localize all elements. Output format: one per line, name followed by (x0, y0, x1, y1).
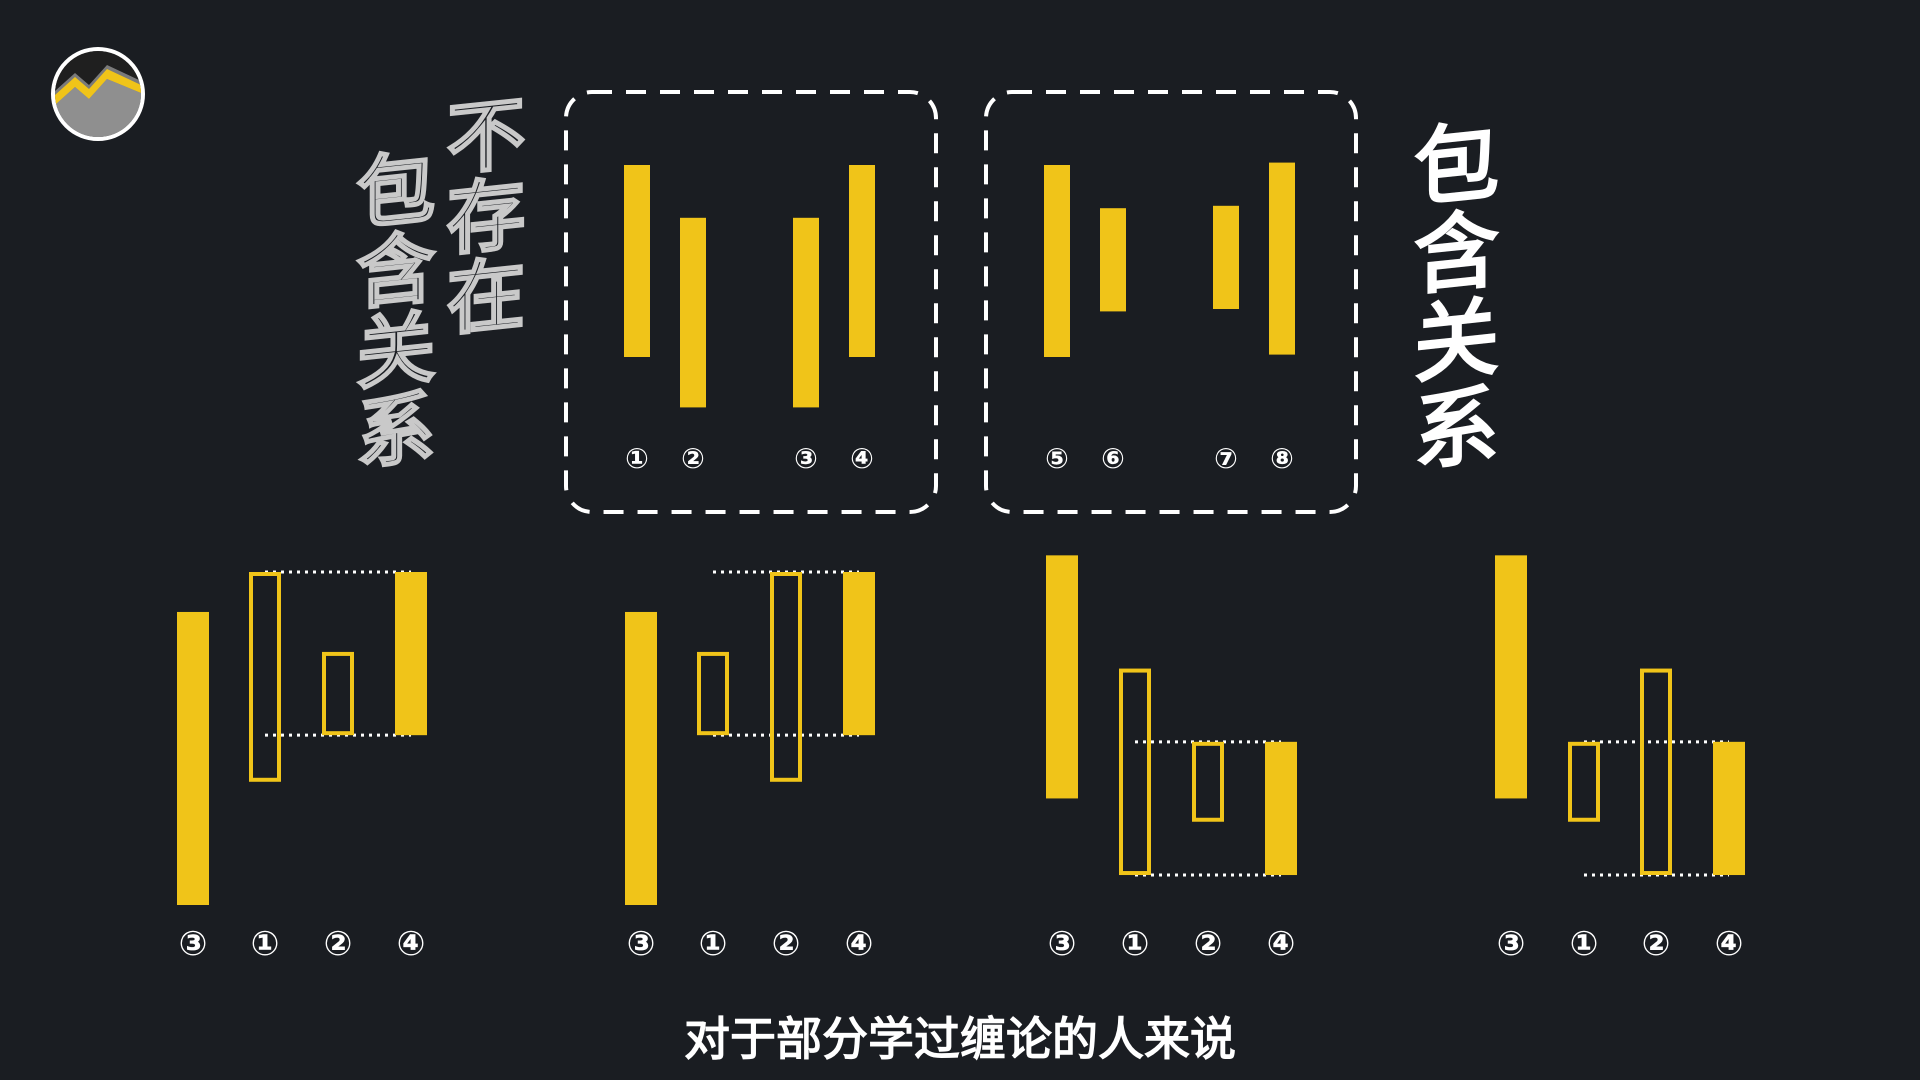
bottom-candle-hollow (697, 651, 729, 736)
bottom-candle-hollow (1192, 741, 1224, 822)
bottom-candle-solid (1046, 555, 1078, 799)
top-candle-bar (1269, 162, 1295, 355)
bottom-candle-label: ① (251, 924, 280, 964)
bottom-candle-solid (177, 611, 209, 905)
bottom-candle-hollow (249, 572, 281, 782)
top-candle-label: ⑦ (1214, 442, 1238, 475)
bottom-candle-label: ③ (179, 924, 208, 964)
top-candle-bar (1044, 165, 1070, 357)
candle-diagram: ① ② ③ ④ ⑤ ⑥ ⑦ ⑧③ ① ② ④ ③ ① ② ④ ③ ① ② ④ ③ ① ② ④ (177, 90, 1745, 964)
bottom-candle-label: ② (772, 924, 801, 964)
top-candle-bar (680, 217, 706, 408)
bottom-candle-label: ② (1642, 924, 1671, 964)
top-candle-label: ② (681, 442, 705, 475)
top-candle-bar (793, 217, 819, 408)
bottom-candle-solid (1713, 741, 1745, 876)
bottom-candle-label: ③ (627, 924, 656, 964)
top-candle-label: ③ (794, 442, 818, 475)
subtitle: 对于部分学过缠论的人来说 (684, 1012, 1236, 1066)
bottom-candle-label: ④ (845, 924, 874, 964)
bottom-candle-label: ① (1121, 924, 1150, 964)
bottom-candle-label: ④ (1715, 924, 1744, 964)
top-candle-label: ⑤ (1045, 442, 1069, 475)
bottom-candle-solid (1495, 555, 1527, 799)
channel-logo (51, 47, 145, 141)
top-candle-bar (849, 165, 875, 357)
top-candle-bar (1213, 205, 1239, 309)
dashed-box-containment (984, 90, 1358, 514)
mountain-logo-icon (55, 51, 141, 137)
top-candle-bar (624, 165, 650, 357)
bottom-candle-solid (395, 572, 427, 736)
dashed-box-no-containment (564, 90, 938, 514)
top-candle-bar (1100, 208, 1126, 312)
top-candle-label: ① (625, 442, 649, 475)
top-candle-label: ④ (850, 442, 874, 475)
bottom-candle-label: ② (1194, 924, 1223, 964)
bottom-candle-hollow (770, 572, 802, 782)
bottom-candle-label: ② (324, 924, 353, 964)
top-candle-label: ⑧ (1270, 442, 1294, 475)
bottom-candle-solid (843, 572, 875, 736)
bottom-candle-solid (1265, 741, 1297, 876)
bottom-candle-label: ③ (1048, 924, 1077, 964)
bottom-candle-hollow (322, 651, 354, 736)
bottom-candle-solid (625, 611, 657, 905)
top-candle-label: ⑥ (1101, 442, 1125, 475)
bottom-candle-hollow (1568, 741, 1600, 822)
bottom-candle-hollow (1119, 668, 1151, 876)
bottom-candle-hollow (1640, 668, 1672, 876)
bottom-candle-label: ③ (1497, 924, 1526, 964)
bottom-candle-label: ① (1570, 924, 1599, 964)
bottom-candle-label: ④ (1267, 924, 1296, 964)
bottom-candle-label: ① (699, 924, 728, 964)
bottom-candle-label: ④ (397, 924, 426, 964)
